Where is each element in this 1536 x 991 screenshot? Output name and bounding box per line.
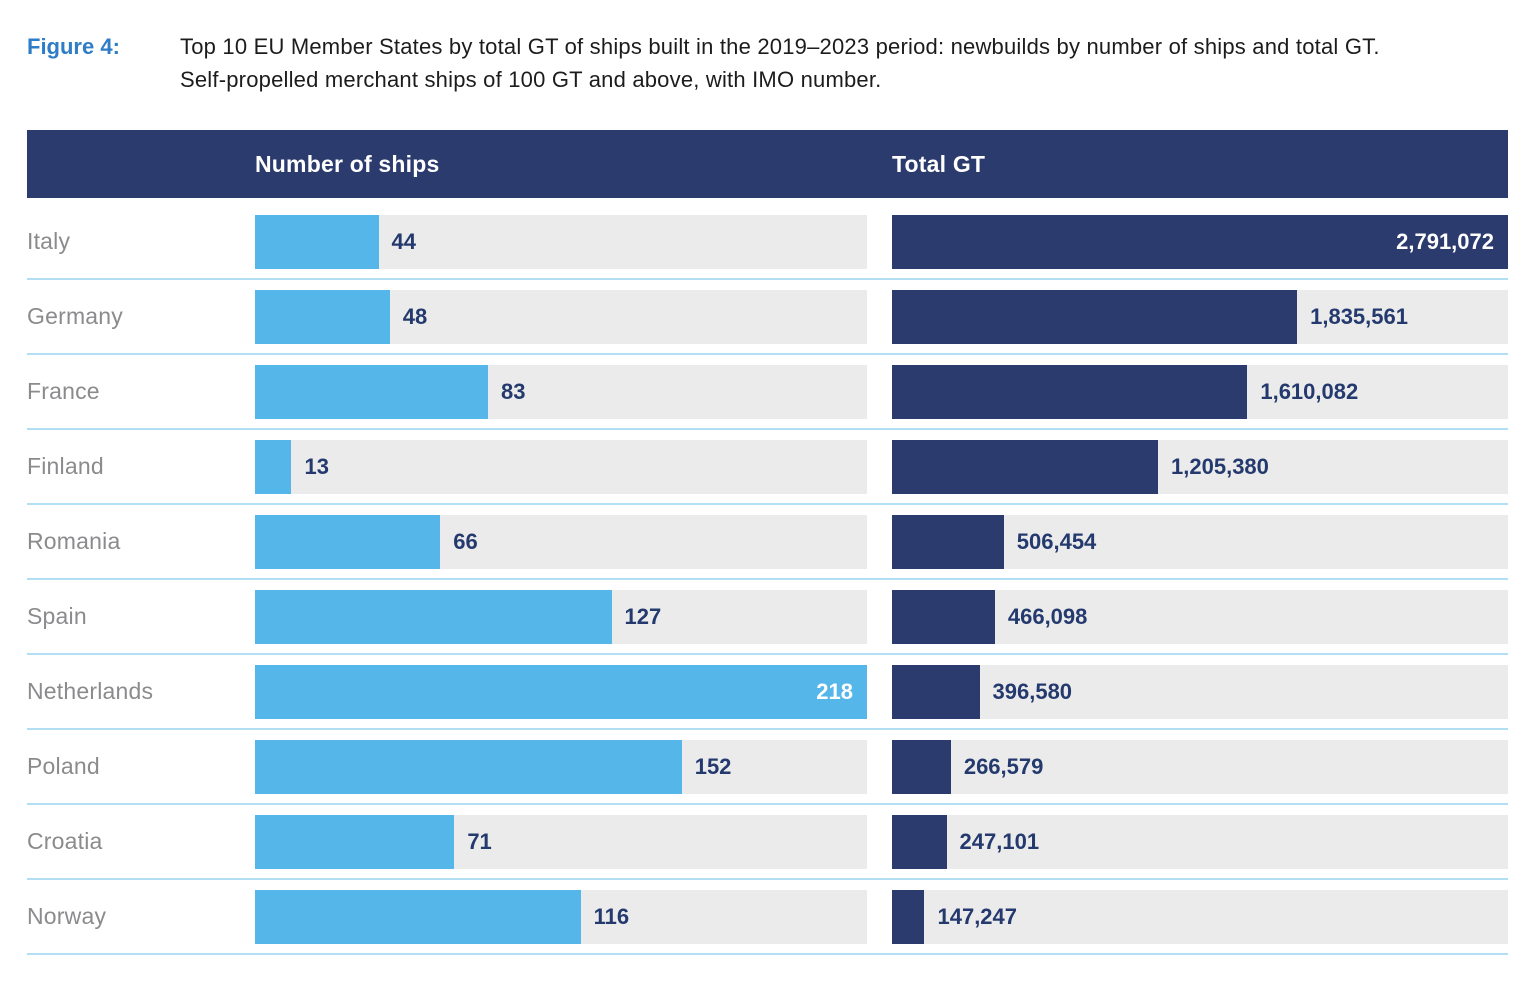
figure-page: Figure 4: Top 10 EU Member States by tot… bbox=[27, 0, 1508, 955]
ships-bar-track: 152 bbox=[255, 739, 867, 794]
gt-value-label: 2,791,072 bbox=[1396, 228, 1494, 254]
column-header-number-of-ships: Number of ships bbox=[255, 150, 440, 177]
ships-bar bbox=[255, 514, 441, 569]
country-label: Romania bbox=[27, 528, 121, 554]
country-label: Italy bbox=[27, 228, 71, 254]
table-row: Norway 116 147,247 bbox=[27, 880, 1508, 955]
country-label: Finland bbox=[27, 453, 104, 479]
country-label: France bbox=[27, 378, 100, 404]
gt-bar bbox=[892, 214, 1508, 269]
column-header-total-gt: Total GT bbox=[892, 150, 986, 177]
table-row: Italy 44 2,791,072 bbox=[27, 205, 1508, 280]
ships-bar-track: 66 bbox=[255, 514, 867, 569]
country-label: Germany bbox=[27, 303, 123, 329]
ships-value-label: 127 bbox=[624, 603, 662, 629]
table-row: Croatia 71 247,101 bbox=[27, 805, 1508, 880]
gt-value-label: 396,580 bbox=[992, 678, 1073, 704]
gt-bar bbox=[892, 364, 1248, 419]
ships-bar-track: 127 bbox=[255, 589, 867, 644]
gt-bar bbox=[892, 589, 995, 644]
ships-bar bbox=[255, 439, 292, 494]
ships-value-label: 71 bbox=[467, 828, 492, 854]
table-row: Netherlands 218 396,580 bbox=[27, 655, 1508, 730]
country-label: Poland bbox=[27, 753, 100, 779]
ships-bar-track: 44 bbox=[255, 214, 867, 269]
ships-value-label: 48 bbox=[402, 303, 428, 329]
ships-bar bbox=[255, 214, 379, 269]
gt-bar bbox=[892, 814, 947, 869]
gt-bar-track: 506,454 bbox=[892, 514, 1508, 569]
gt-bar bbox=[892, 289, 1298, 344]
figure-caption: Figure 4: Top 10 EU Member States by tot… bbox=[27, 0, 1508, 96]
gt-bar bbox=[892, 664, 980, 719]
ships-value-label: 83 bbox=[501, 378, 526, 404]
ships-value-label: 116 bbox=[593, 903, 630, 929]
gt-value-label: 247,101 bbox=[959, 828, 1040, 854]
ships-bar-track: 218 bbox=[255, 664, 867, 719]
ships-bar bbox=[255, 814, 455, 869]
table-row: Spain 127 466,098 bbox=[27, 580, 1508, 655]
ships-bar bbox=[255, 289, 390, 344]
gt-bar-track: 2,791,072 bbox=[892, 214, 1508, 269]
chart-rows: Italy 44 2,791,072 Germany 48 1,835,561 … bbox=[27, 205, 1508, 955]
figure-title: Top 10 EU Member States by total GT of s… bbox=[180, 34, 1380, 92]
gt-bar bbox=[892, 889, 925, 944]
gt-bar-track: 1,610,082 bbox=[892, 364, 1508, 419]
table-row: Poland 152 266,579 bbox=[27, 730, 1508, 805]
gt-value-label: 1,835,561 bbox=[1310, 303, 1408, 329]
gt-value-label: 466,098 bbox=[1007, 603, 1088, 629]
gt-bar-track: 147,247 bbox=[892, 889, 1508, 944]
gt-value-label: 1,205,380 bbox=[1171, 453, 1269, 479]
country-label: Netherlands bbox=[27, 678, 154, 704]
gt-bar bbox=[892, 439, 1159, 494]
ships-value-label: 44 bbox=[391, 228, 416, 254]
ships-bar-track: 71 bbox=[255, 814, 867, 869]
ships-value-label: 152 bbox=[694, 753, 732, 779]
figure-number-label: Figure 4: bbox=[27, 34, 120, 59]
country-label: Croatia bbox=[27, 828, 103, 854]
gt-bar-track: 466,098 bbox=[892, 589, 1508, 644]
table-header-bar: Number of ships Total GT bbox=[27, 130, 1508, 198]
table-row: France 83 1,610,082 bbox=[27, 355, 1508, 430]
gt-value-label: 266,579 bbox=[963, 753, 1044, 779]
ships-bar-track: 48 bbox=[255, 289, 867, 344]
gt-bar-track: 1,205,380 bbox=[892, 439, 1508, 494]
gt-bar bbox=[892, 514, 1004, 569]
ships-bar-track: 116 bbox=[255, 889, 867, 944]
gt-value-label: 147,247 bbox=[937, 903, 1018, 929]
country-label: Spain bbox=[27, 603, 87, 629]
ships-value-label: 218 bbox=[816, 678, 853, 704]
country-label: Norway bbox=[27, 903, 107, 929]
ships-value-label: 13 bbox=[304, 453, 329, 479]
ships-bar bbox=[255, 889, 581, 944]
ships-bar bbox=[255, 589, 612, 644]
table-row: Germany 48 1,835,561 bbox=[27, 280, 1508, 355]
gt-value-label: 1,610,082 bbox=[1260, 378, 1359, 404]
gt-bar-track: 1,835,561 bbox=[892, 289, 1508, 344]
ships-value-label: 66 bbox=[453, 528, 478, 554]
table-row: Romania 66 506,454 bbox=[27, 505, 1508, 580]
ships-bar-track: 83 bbox=[255, 364, 867, 419]
ships-bar bbox=[255, 739, 682, 794]
ships-bar bbox=[255, 664, 867, 719]
gt-value-label: 506,454 bbox=[1016, 528, 1097, 554]
gt-bar-track: 247,101 bbox=[892, 814, 1508, 869]
gt-bar-track: 396,580 bbox=[892, 664, 1508, 719]
table-row: Finland 13 1,205,380 bbox=[27, 430, 1508, 505]
gt-bar-track: 266,579 bbox=[892, 739, 1508, 794]
ships-bar-track: 13 bbox=[255, 439, 867, 494]
gt-bar bbox=[892, 739, 951, 794]
ships-bar bbox=[255, 364, 488, 419]
